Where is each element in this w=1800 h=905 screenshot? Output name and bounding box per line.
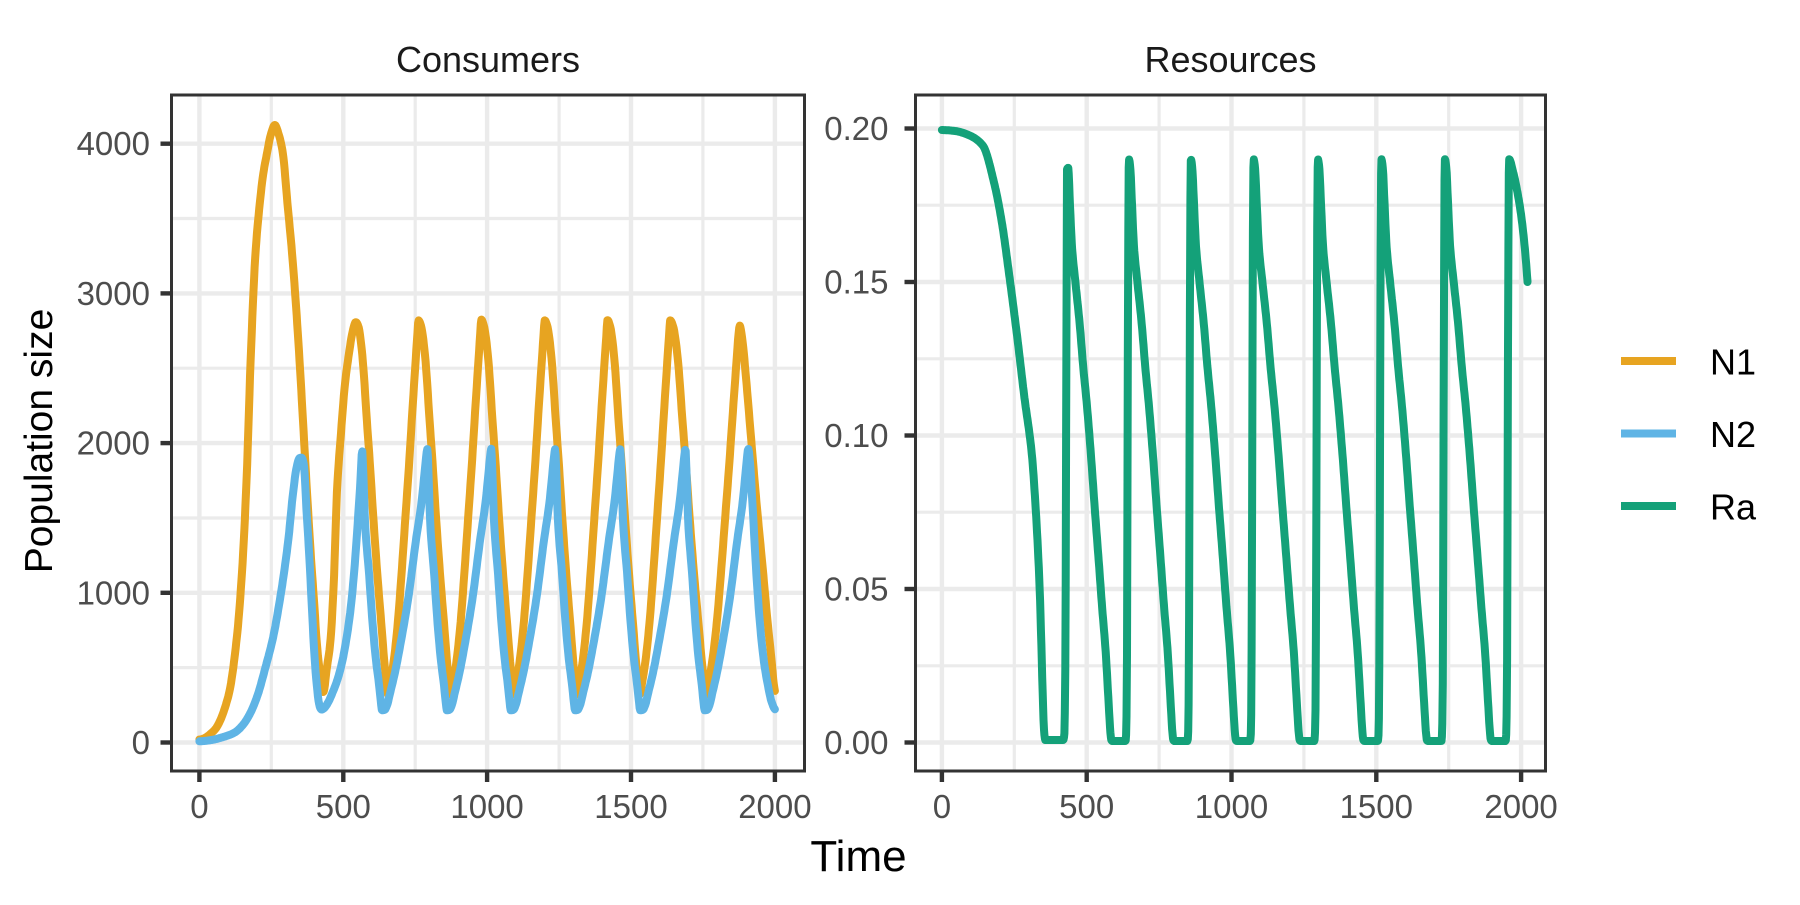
svg-text:Population size: Population size	[18, 309, 61, 574]
svg-text:0.20: 0.20	[824, 110, 888, 147]
svg-text:0: 0	[190, 788, 208, 825]
svg-text:Time: Time	[810, 832, 906, 881]
svg-text:0.15: 0.15	[824, 264, 888, 301]
svg-text:0: 0	[933, 788, 951, 825]
svg-text:500: 500	[316, 788, 371, 825]
svg-text:3000: 3000	[77, 275, 150, 312]
svg-text:Ra: Ra	[1710, 487, 1757, 528]
svg-text:2000: 2000	[738, 788, 811, 825]
svg-text:0.10: 0.10	[824, 417, 888, 454]
svg-text:1500: 1500	[594, 788, 667, 825]
svg-text:0.00: 0.00	[824, 724, 888, 761]
svg-text:1000: 1000	[77, 574, 150, 611]
svg-text:N2: N2	[1710, 414, 1756, 455]
svg-text:1500: 1500	[1340, 788, 1413, 825]
svg-text:1000: 1000	[450, 788, 523, 825]
svg-text:Resources: Resources	[1144, 39, 1316, 80]
svg-text:0: 0	[132, 724, 150, 761]
svg-text:2000: 2000	[77, 425, 150, 462]
svg-text:2000: 2000	[1484, 788, 1557, 825]
svg-text:500: 500	[1059, 788, 1114, 825]
svg-text:4000: 4000	[77, 125, 150, 162]
svg-text:N1: N1	[1710, 342, 1756, 383]
svg-text:Consumers: Consumers	[396, 39, 580, 80]
svg-text:0.05: 0.05	[824, 571, 888, 608]
svg-text:1000: 1000	[1195, 788, 1268, 825]
